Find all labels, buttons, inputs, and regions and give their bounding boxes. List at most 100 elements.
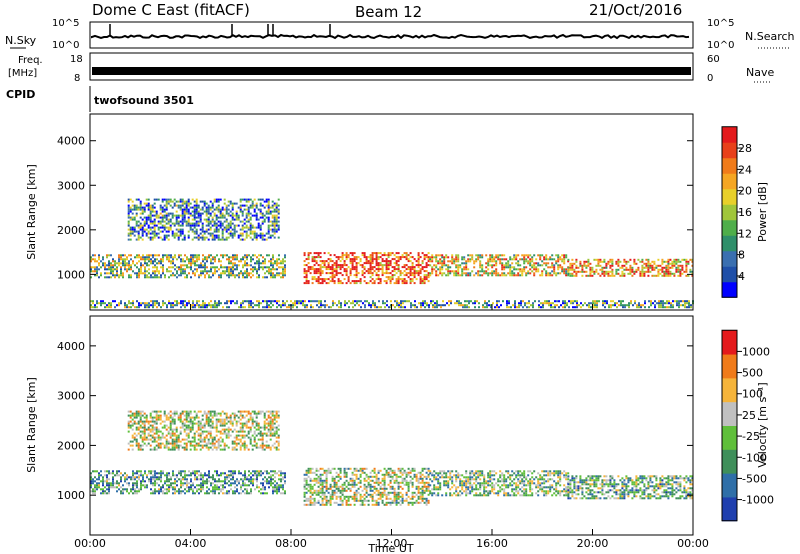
range-gate-cell <box>193 216 196 219</box>
range-gate-cell <box>391 487 394 490</box>
range-gate-cell <box>411 503 414 506</box>
range-gate-cell <box>343 481 346 484</box>
range-gate-cell <box>541 264 544 267</box>
range-gate-cell <box>552 302 554 305</box>
range-gate-cell <box>419 481 422 484</box>
range-gate-cell <box>234 262 236 265</box>
range-gate-cell <box>267 232 270 235</box>
range-gate-cell <box>515 258 518 261</box>
range-gate-cell <box>193 236 196 239</box>
range-gate-cell <box>596 306 598 309</box>
range-gate-cell <box>241 234 244 237</box>
range-gate-cell <box>335 268 338 271</box>
range-gate-cell <box>176 266 178 269</box>
range-gate-cell <box>359 481 362 484</box>
range-gate-cell <box>149 210 152 213</box>
range-gate-cell <box>252 482 254 485</box>
range-gate-cell <box>198 488 200 491</box>
range-gate-cell <box>236 268 238 271</box>
range-gate-cell <box>232 474 234 477</box>
range-gate-cell <box>482 304 484 307</box>
range-gate-cell <box>425 475 428 478</box>
range-gate-cell <box>365 262 368 265</box>
range-gate-cell <box>202 486 204 489</box>
range-gate-cell <box>333 467 336 470</box>
range-gate-cell <box>128 262 130 265</box>
range-gate-cell <box>267 230 270 233</box>
range-gate-cell <box>339 475 342 478</box>
range-gate-cell <box>513 256 516 259</box>
date-label: 21/Oct/2016 <box>589 1 682 19</box>
range-gate-cell <box>401 266 404 269</box>
range-gate-cell <box>195 206 198 209</box>
range-gate-cell <box>112 268 114 271</box>
range-gate-cell <box>333 481 336 484</box>
range-gate-cell <box>457 258 460 261</box>
range-gate-cell <box>395 503 398 506</box>
range-gate-cell <box>267 206 270 209</box>
range-gate-cell <box>553 264 556 267</box>
range-gate-cell <box>124 488 126 491</box>
range-gate-cell <box>190 264 192 267</box>
range-gate-cell <box>333 491 336 494</box>
range-gate-cell <box>246 488 248 491</box>
range-gate-cell <box>276 306 278 309</box>
range-gate-cell <box>397 282 400 285</box>
range-gate-cell <box>397 469 400 472</box>
range-gate-cell <box>420 304 422 307</box>
range-gate-cell <box>677 258 680 261</box>
range-gate-cell <box>195 200 198 203</box>
range-gate-cell <box>443 256 446 259</box>
range-gate-cell <box>225 236 228 239</box>
range-gate-cell <box>639 270 642 273</box>
range-gate-cell <box>347 467 350 470</box>
range-gate-cell <box>673 260 676 263</box>
range-gate-cell <box>221 236 224 239</box>
range-gate-cell <box>448 304 450 307</box>
range-gate-cell <box>593 258 596 261</box>
range-gate-cell <box>250 256 252 259</box>
range-gate-cell <box>371 499 374 502</box>
range-gate-cell <box>489 264 492 267</box>
range-gate-cell <box>386 300 388 303</box>
range-gate-cell <box>375 260 378 263</box>
range-gate-cell <box>667 270 670 273</box>
range-gate-cell <box>363 483 366 486</box>
range-gate-cell <box>329 268 332 271</box>
range-gate-cell <box>222 488 224 491</box>
range-gate-cell <box>198 264 200 267</box>
range-gate-cell <box>305 274 308 277</box>
range-gate-cell <box>407 501 410 504</box>
range-gate-cell <box>188 474 190 477</box>
range-gate-cell <box>397 280 400 283</box>
range-gate-cell <box>226 490 228 493</box>
range-gate-cell <box>429 484 432 487</box>
range-gate-cell <box>218 268 220 271</box>
range-gate-cell <box>385 497 388 500</box>
range-gate-cell <box>151 204 154 207</box>
range-gate-cell <box>333 280 336 283</box>
range-gate-cell <box>409 256 412 259</box>
range-gate-cell <box>222 256 224 259</box>
range-gate-cell <box>181 204 184 207</box>
range-gate-cell <box>172 472 174 475</box>
range-gate-cell <box>383 467 386 470</box>
range-gate-cell <box>245 234 248 237</box>
range-gate-cell <box>196 268 198 271</box>
range-gate-cell <box>172 266 174 269</box>
range-gate-cell <box>339 282 342 285</box>
range-gate-cell <box>130 276 132 279</box>
range-gate-cell <box>210 306 212 309</box>
range-gate-cell <box>198 474 200 477</box>
range-gate-cell <box>487 274 490 277</box>
range-gate-cell <box>413 276 416 279</box>
range-gate-cell <box>435 270 438 273</box>
range-gate-cell <box>120 472 122 475</box>
range-gate-cell <box>246 264 248 267</box>
range-gate-cell <box>170 260 172 263</box>
range-gate-cell <box>108 486 110 489</box>
range-gate-cell <box>151 236 154 239</box>
range-gate-cell <box>202 300 204 303</box>
range-gate-cell <box>395 272 398 275</box>
range-gate-cell <box>150 470 152 473</box>
